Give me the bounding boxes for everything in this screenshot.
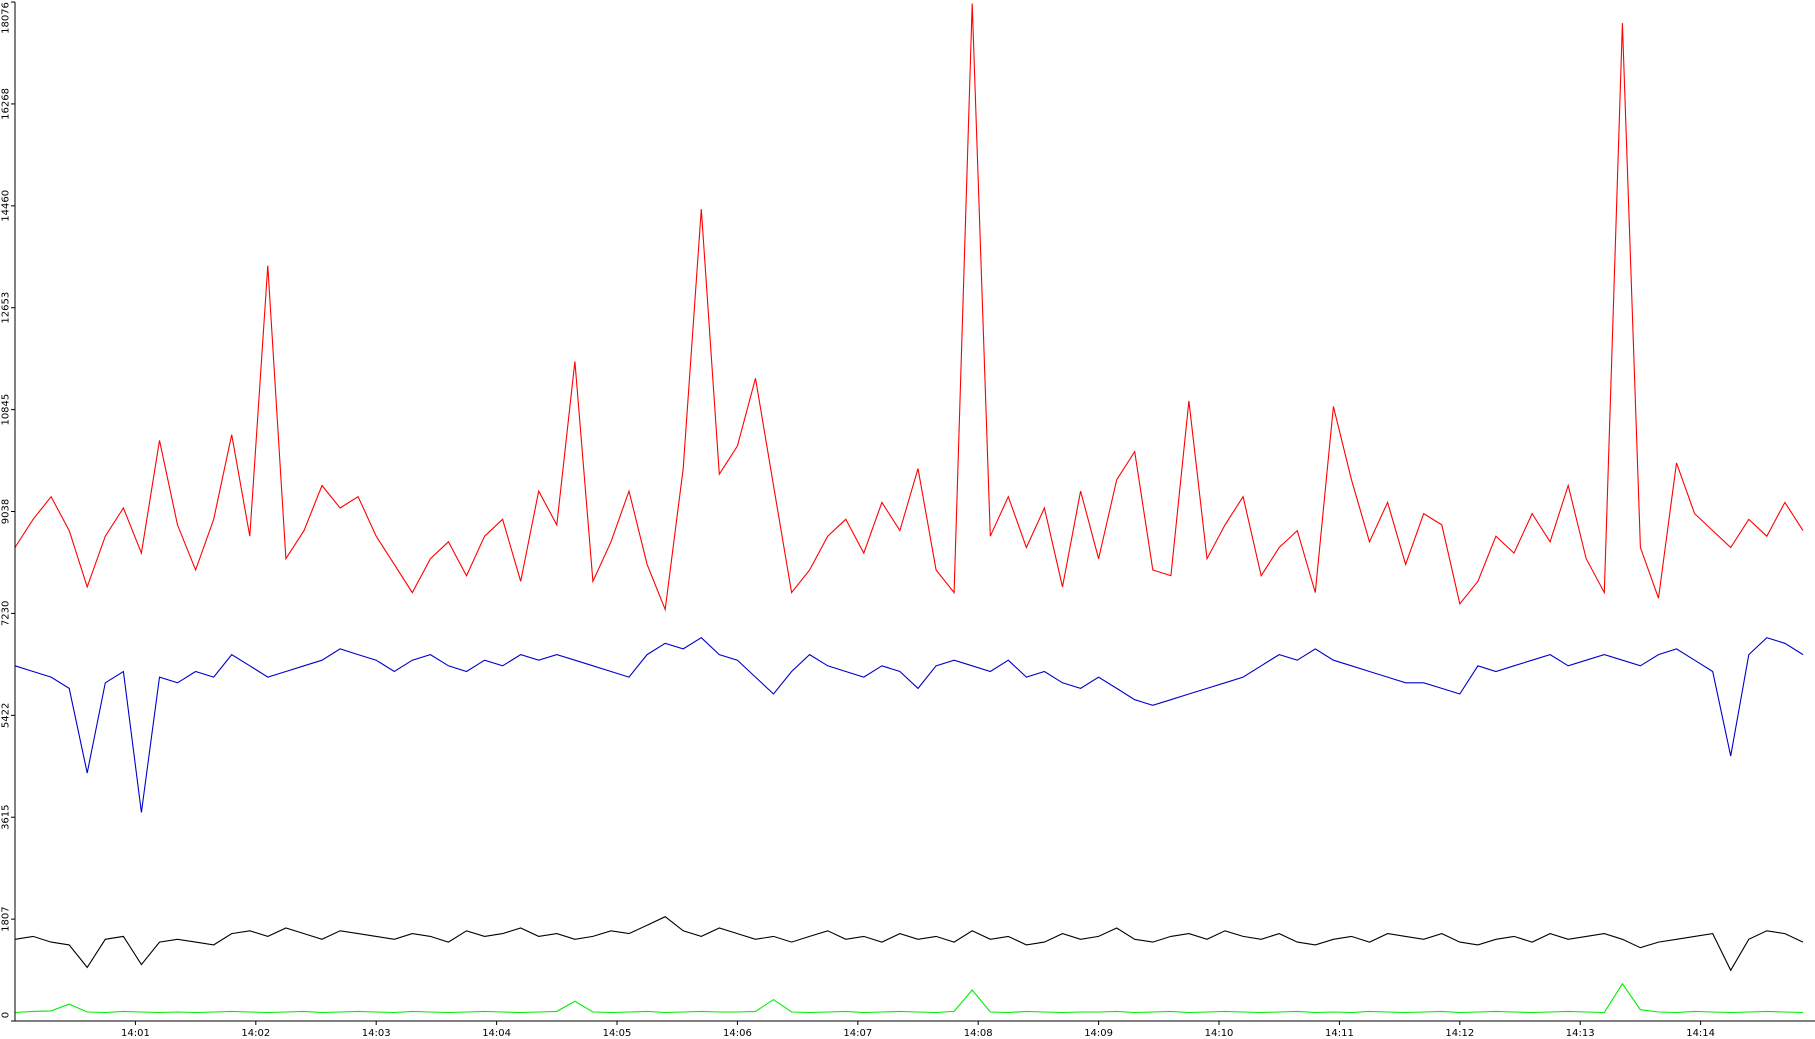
x-tick-label: 14:01 (121, 1028, 150, 1039)
x-tick-label: 14:06 (723, 1028, 752, 1039)
y-tick-label: 18076 (0, 2, 11, 34)
x-tick-label: 14:09 (1084, 1028, 1113, 1039)
series-line (14, 637, 1804, 813)
series-line (14, 916, 1804, 972)
x-tick-label: 14:07 (843, 1028, 872, 1039)
y-tick-label: 0 (0, 1012, 11, 1018)
x-tick-label: 14:02 (241, 1028, 270, 1039)
y-tick-label: 9038 (0, 499, 11, 524)
series-line (14, 982, 1804, 1014)
y-tick-label: 10845 (0, 394, 11, 426)
x-tick-label: 14:12 (1445, 1028, 1474, 1039)
x-tick-label: 14:14 (1686, 1028, 1715, 1039)
series-line (14, 3, 1804, 612)
x-tick-label: 14:10 (1205, 1028, 1234, 1039)
x-tick-label: 14:03 (362, 1028, 391, 1039)
y-tick-label: 5422 (0, 703, 11, 728)
x-tick-label: 14:08 (964, 1028, 993, 1039)
y-tick-label: 16268 (0, 88, 11, 120)
x-tick-label: 14:11 (1325, 1028, 1354, 1039)
x-tick-label: 14:05 (603, 1028, 632, 1039)
y-tick-label: 3615 (0, 804, 11, 829)
x-tick-label: 14:13 (1566, 1028, 1595, 1039)
x-tick-label: 14:04 (482, 1028, 511, 1039)
y-tick-label: 7230 (0, 601, 11, 626)
y-tick-label: 12653 (0, 292, 11, 324)
y-tick-label: 14460 (0, 190, 11, 222)
y-tick-label: 1807 (0, 906, 11, 931)
